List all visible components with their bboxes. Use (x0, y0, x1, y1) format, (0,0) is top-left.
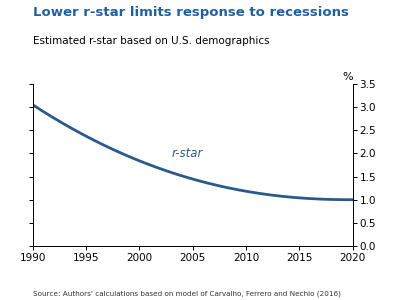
Text: %: % (341, 72, 352, 82)
Text: Estimated r-star based on U.S. demographics: Estimated r-star based on U.S. demograph… (33, 36, 269, 46)
Text: Lower r-star limits response to recessions: Lower r-star limits response to recessio… (33, 6, 348, 19)
Text: Source: Authors' calculations based on model of Carvalho, Ferrero and Nechio (20: Source: Authors' calculations based on m… (33, 290, 340, 297)
Text: r-star: r-star (171, 147, 202, 160)
